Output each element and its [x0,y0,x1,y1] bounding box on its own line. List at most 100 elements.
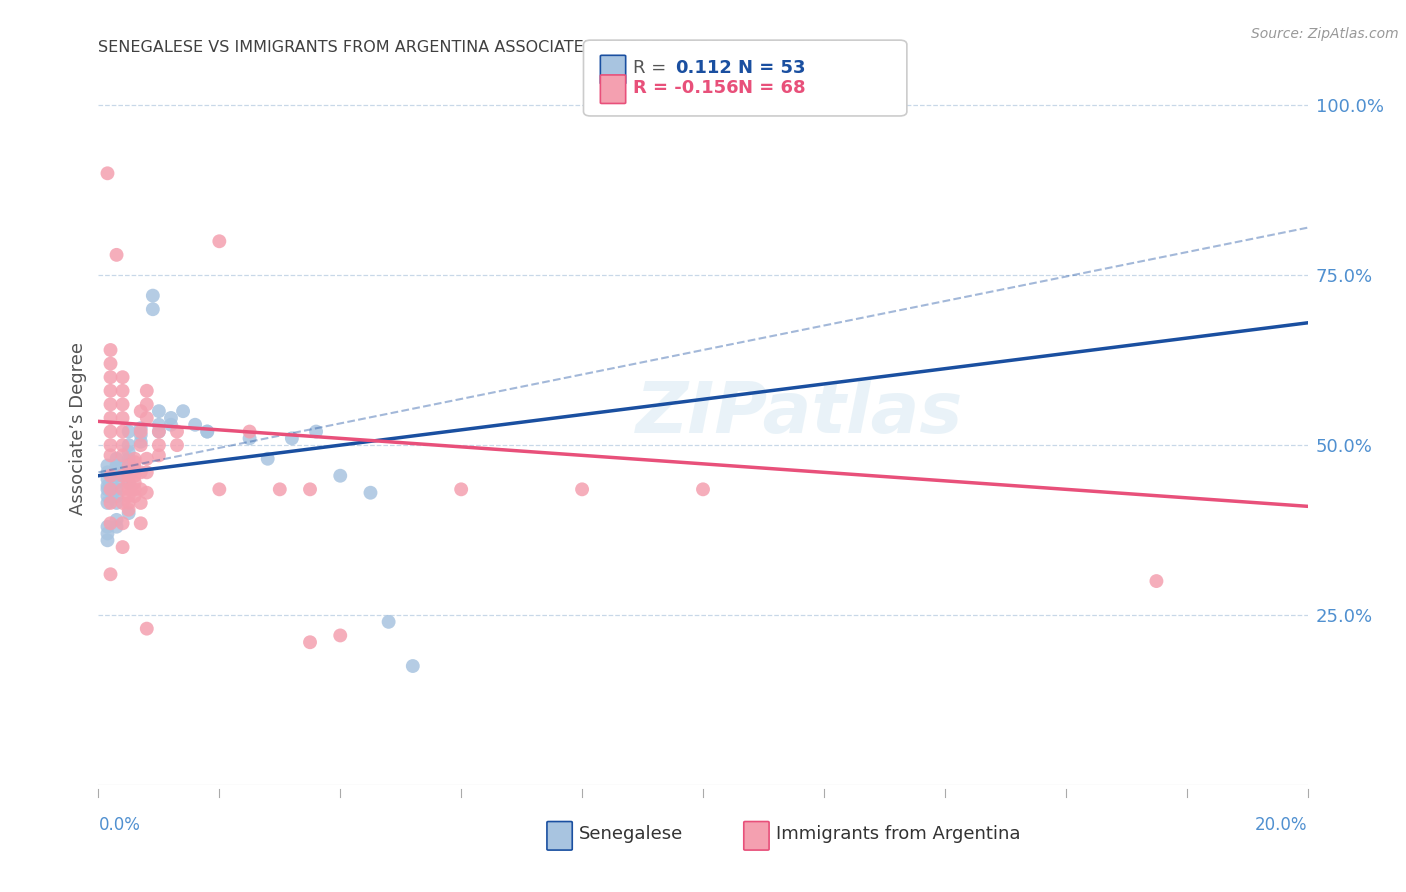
Point [111,397,134,411]
Point [105,451,128,466]
Point [135,485,157,500]
Point [208,234,231,248]
Point [100,370,122,384]
Point [118,445,141,459]
Point [118,475,141,490]
Point [124,462,146,476]
Point [100,483,122,497]
Point [148,425,170,439]
Point [100,411,122,425]
Point [118,462,141,476]
Point [118,483,141,497]
Point [124,489,146,503]
Point [105,519,128,533]
Point [111,540,134,554]
Y-axis label: Associate’s Degree: Associate’s Degree [69,342,87,515]
Point [100,343,122,357]
Point [299,483,322,497]
Point [118,506,141,520]
Point [96,519,118,533]
Point [692,483,714,497]
Point [105,248,128,262]
Point [111,438,134,452]
Point [329,468,352,483]
Point [118,455,141,469]
Point [571,483,593,497]
Point [96,166,118,180]
Point [105,458,128,473]
Point [377,615,399,629]
Point [129,404,152,418]
Point [96,483,118,497]
Text: ZIPatlas: ZIPatlas [636,379,963,449]
Point [402,659,425,673]
Point [111,425,134,439]
Point [124,468,146,483]
Point [305,425,328,439]
Point [208,483,231,497]
Point [105,475,128,490]
Point [195,425,218,439]
Point [105,462,128,476]
Point [124,483,146,497]
Text: Immigrants from Argentina: Immigrants from Argentina [776,825,1021,844]
Point [100,384,122,398]
Point [118,502,141,516]
Point [148,448,170,462]
Point [166,425,188,439]
Point [105,483,128,497]
Point [118,451,141,466]
Text: Senegalese: Senegalese [579,825,683,844]
Point [135,451,157,466]
Point [1146,574,1168,588]
Text: N = 53: N = 53 [738,59,806,78]
Point [129,466,152,480]
Text: Source: ZipAtlas.com: Source: ZipAtlas.com [1251,27,1399,41]
Point [124,455,146,469]
Point [96,458,118,473]
Point [96,472,118,486]
Point [96,489,118,503]
Text: R = -0.156: R = -0.156 [633,78,738,97]
Point [96,466,118,480]
Point [100,438,122,452]
Point [148,417,170,432]
Point [118,468,141,483]
Point [118,496,141,510]
Point [129,438,152,452]
Point [124,475,146,490]
Point [195,425,218,439]
Point [100,567,122,582]
Point [129,483,152,497]
Point [135,384,157,398]
Point [118,475,141,490]
Point [100,468,122,483]
Text: 0.0%: 0.0% [98,816,141,834]
Point [100,496,122,510]
Point [118,438,141,452]
Point [135,622,157,636]
Point [281,431,304,445]
Text: SENEGALESE VS IMMIGRANTS FROM ARGENTINA ASSOCIATE’S DEGREE CORRELATION CHART: SENEGALESE VS IMMIGRANTS FROM ARGENTINA … [98,40,849,55]
Point [160,411,183,425]
Point [148,438,170,452]
Point [239,431,262,445]
Point [129,428,152,442]
Point [118,466,141,480]
Point [299,635,322,649]
Point [142,302,165,317]
Point [105,496,128,510]
Point [184,417,207,432]
Point [142,288,165,302]
Text: N = 68: N = 68 [738,78,806,97]
Point [100,448,122,462]
Point [129,496,152,510]
Point [100,516,122,531]
Point [135,397,157,411]
Point [129,421,152,435]
Point [256,451,278,466]
Point [160,417,183,432]
Point [100,425,122,439]
Point [105,468,128,483]
Point [360,485,382,500]
